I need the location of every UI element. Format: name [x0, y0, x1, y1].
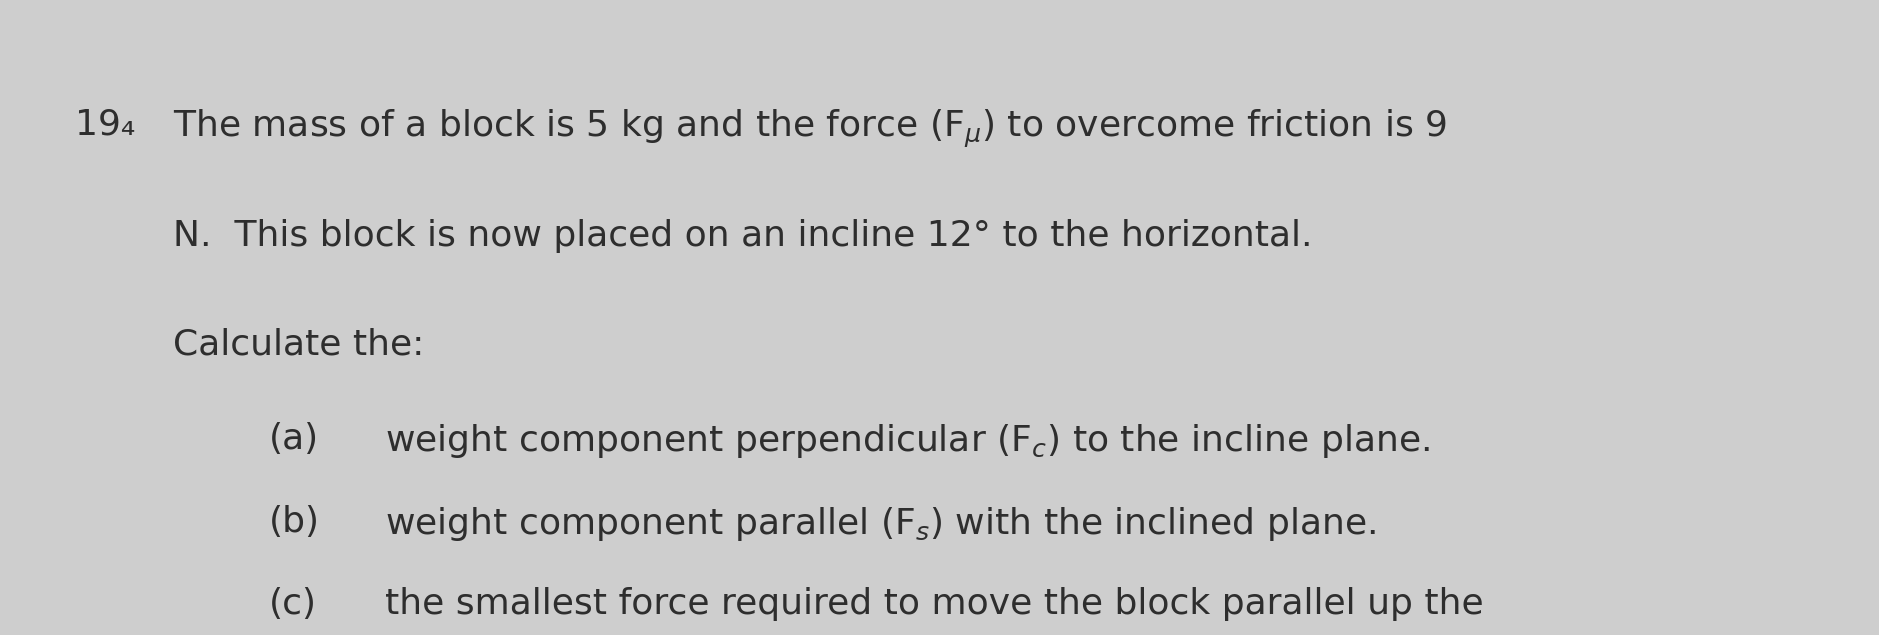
Text: (c): (c): [269, 587, 318, 622]
Text: the smallest force required to move the block parallel up the: the smallest force required to move the …: [385, 587, 1484, 622]
Text: weight component perpendicular (F$_c$) to the incline plane.: weight component perpendicular (F$_c$) t…: [385, 422, 1430, 460]
Text: (a): (a): [269, 422, 319, 457]
Text: Calculate the:: Calculate the:: [173, 327, 425, 361]
Text: (b): (b): [269, 505, 319, 539]
Text: 19₄: 19₄: [75, 108, 135, 142]
Text: weight component parallel (F$_s$) with the inclined plane.: weight component parallel (F$_s$) with t…: [385, 505, 1375, 543]
Text: N.  This block is now placed on an incline 12° to the horizontal.: N. This block is now placed on an inclin…: [173, 219, 1312, 253]
Text: The mass of a block is 5 kg and the force (F$_{\mu}$) to overcome friction is 9: The mass of a block is 5 kg and the forc…: [173, 108, 1447, 150]
